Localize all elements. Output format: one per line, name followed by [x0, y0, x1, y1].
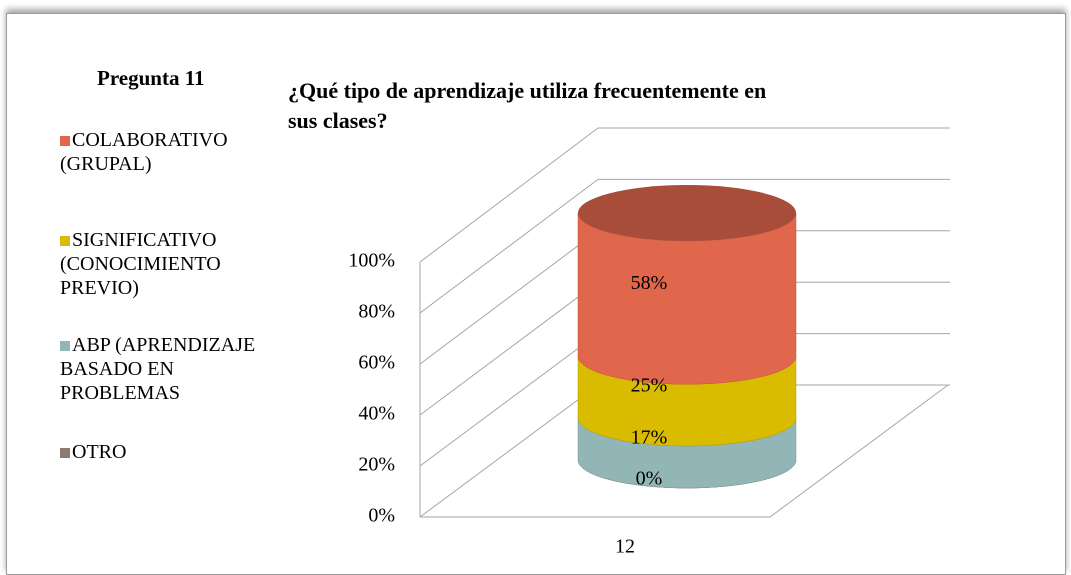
heading: Pregunta 11 [97, 66, 205, 90]
grid-line [419, 333, 599, 467]
legend-label: COLABORATIVO (GRUPAL) [60, 129, 228, 175]
data-label: 0% [636, 468, 663, 490]
floor [420, 384, 949, 518]
grid-line [419, 230, 599, 365]
legend-item: OTRO [60, 440, 275, 464]
cylinder-top [578, 185, 796, 241]
y-tick-label: 100% [348, 250, 395, 272]
y-tick-label: 40% [358, 403, 395, 425]
y-tick-label: 60% [358, 352, 395, 374]
grid-line [419, 281, 599, 416]
legend-swatch [60, 341, 70, 351]
page: 0% 20% 40% 60% 80% 100% 0% 17% 25% 58% 12 Pregunta… [6, 13, 1066, 575]
legend-item: COLABORATIVO (GRUPAL) [60, 128, 275, 176]
grid-line [419, 127, 599, 263]
legend-label: OTRO [72, 441, 127, 463]
legend-item: ABP (APRENDIZAJE BASADO EN PROBLEMAS [60, 333, 275, 405]
legend-item: SIGNIFICATIVO (CONOCIMIENTO PREVIO) [60, 228, 275, 300]
grid-line [419, 179, 599, 314]
grid-line [419, 384, 599, 518]
chart: 0% 20% 40% 60% 80% 100% 0% 17% 25% 58% 12 [348, 127, 950, 555]
data-label: 25% [631, 375, 668, 397]
chart-title: ¿Qué tipo de aprendizaje utiliza frecuen… [288, 78, 767, 133]
legend-swatch [60, 448, 70, 458]
legend-swatch [60, 136, 70, 146]
y-tick-label: 0% [368, 505, 395, 527]
data-label: 58% [631, 272, 668, 294]
x-tick-label: 12 [615, 536, 635, 555]
legend-label: ABP (APRENDIZAJE BASADO EN PROBLEMAS [60, 334, 256, 404]
y-tick-label: 20% [358, 454, 395, 476]
y-tick-label: 80% [358, 301, 395, 323]
legend-label: SIGNIFICATIVO (CONOCIMIENTO PREVIO) [60, 229, 221, 299]
legend-swatch [60, 236, 70, 246]
data-label: 17% [631, 427, 668, 449]
